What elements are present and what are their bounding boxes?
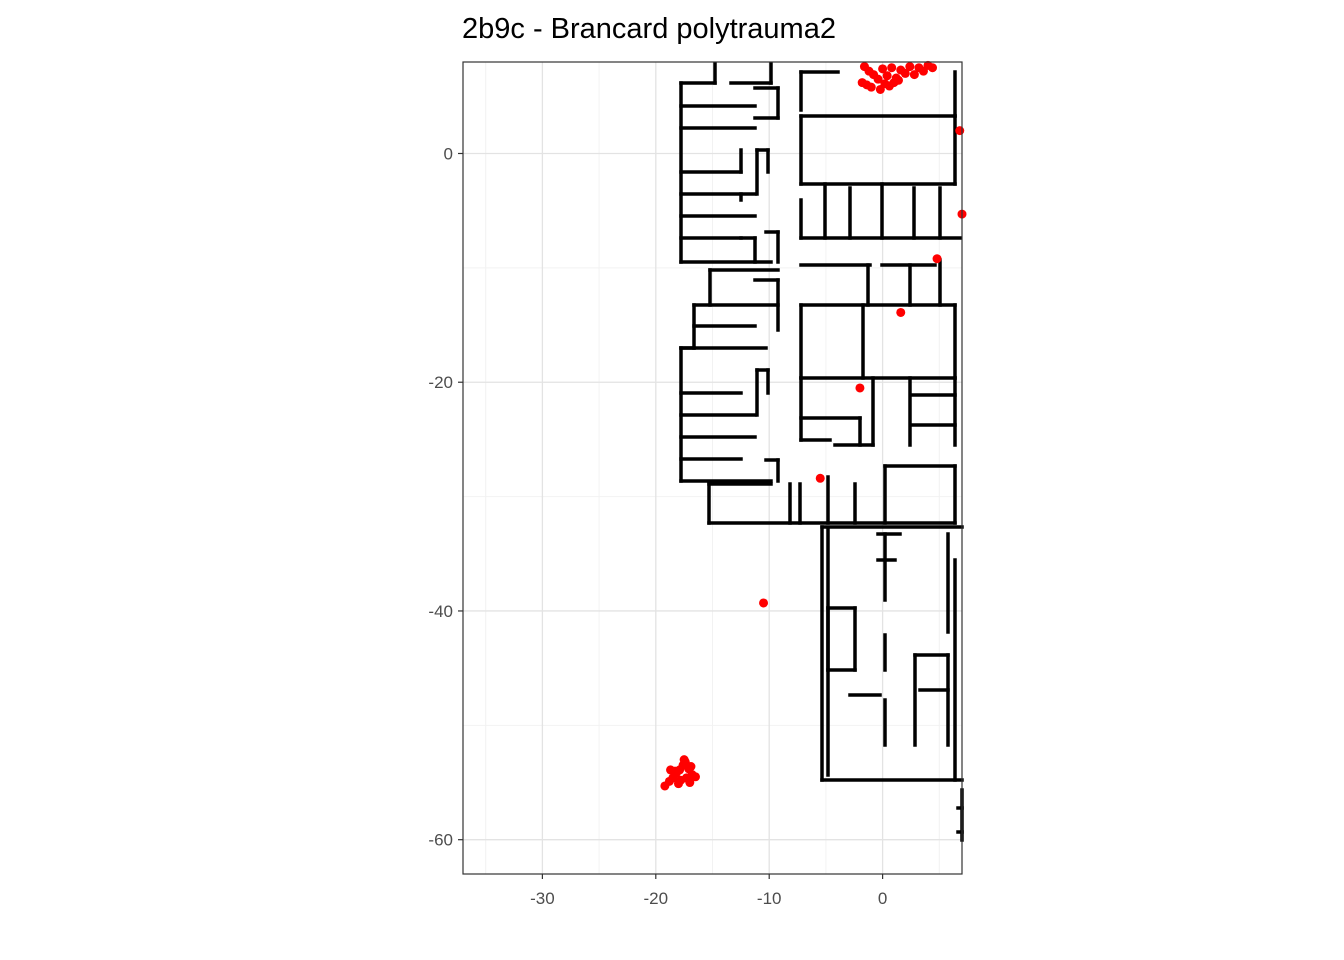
floor-plan-walls <box>679 62 964 842</box>
data-points <box>660 60 967 791</box>
data-point <box>880 79 890 89</box>
data-point <box>873 74 883 84</box>
data-point <box>882 71 892 81</box>
data-point <box>955 126 965 136</box>
x-tick-label: -10 <box>757 889 782 908</box>
data-point <box>928 63 938 73</box>
y-tick-label: 0 <box>444 144 453 163</box>
data-point <box>666 765 676 775</box>
x-tick-label: -20 <box>644 889 669 908</box>
chart-title: 2b9c - Brancard polytrauma2 <box>462 13 836 45</box>
data-point <box>878 64 888 74</box>
panel-border <box>462 61 963 875</box>
data-point <box>759 598 769 608</box>
axes: -30 -20 -10 0 0 -20 -40 -60 <box>428 144 887 908</box>
data-point <box>862 80 872 90</box>
data-point <box>932 254 942 264</box>
data-point <box>896 307 906 317</box>
y-tick-label: -60 <box>428 831 453 850</box>
x-tick-label: 0 <box>878 889 887 908</box>
data-point <box>887 63 897 73</box>
data-point <box>909 70 919 80</box>
x-tick-label: -30 <box>530 889 555 908</box>
data-point <box>679 755 689 765</box>
y-tick-label: -40 <box>428 602 453 621</box>
data-point <box>686 761 696 771</box>
data-point <box>815 473 825 483</box>
data-point <box>673 779 683 789</box>
data-point <box>905 62 915 72</box>
data-point <box>685 778 695 788</box>
data-point <box>690 772 700 782</box>
y-tick-label: -20 <box>428 373 453 392</box>
data-point <box>900 68 910 78</box>
data-point <box>855 383 865 393</box>
data-point <box>893 75 903 85</box>
